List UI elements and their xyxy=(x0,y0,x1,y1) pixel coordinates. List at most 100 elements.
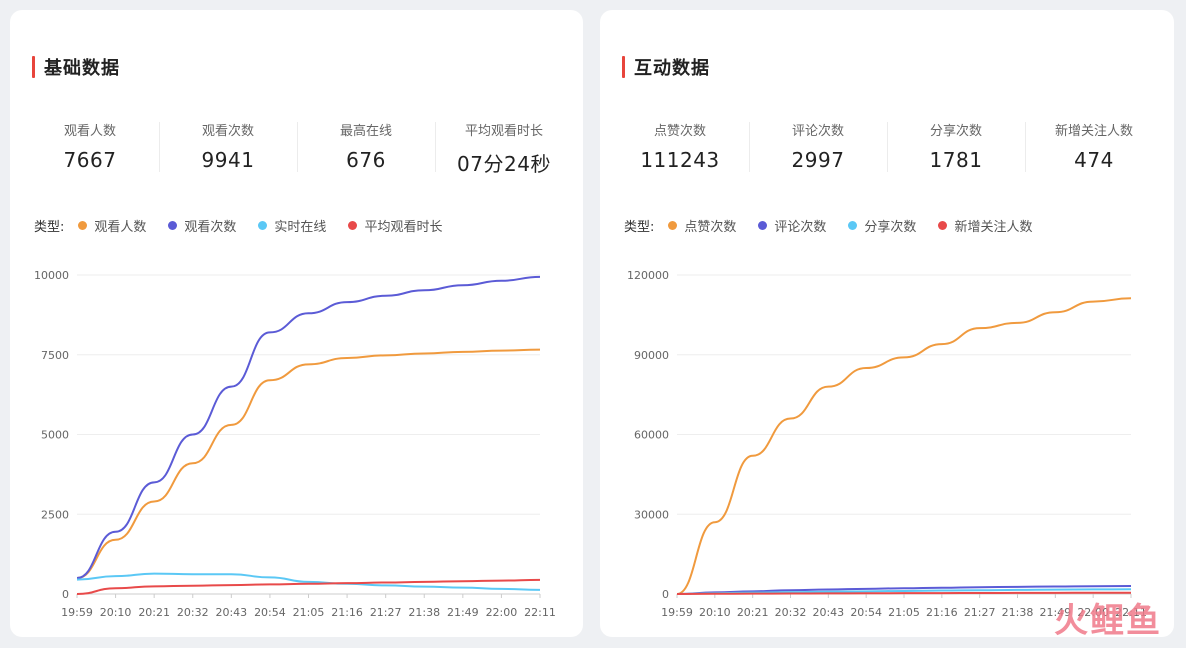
legend-dot xyxy=(168,221,178,230)
y-tick-label: 7500 xyxy=(41,349,69,362)
x-tick-label: 20:32 xyxy=(775,606,807,619)
stats-row: 观看人数 7667 观看次数 9941 最高在线 676 平均观看时长 07分2… xyxy=(21,116,573,186)
stat-value: 676 xyxy=(346,148,386,172)
legend-dot xyxy=(348,221,358,230)
legend-item-likes[interactable]: 点赞次数 xyxy=(668,216,736,235)
x-tick-label: 20:43 xyxy=(215,606,247,619)
stats-row: 点赞次数 111243 评论次数 2997 分享次数 1781 新增关注人数 4… xyxy=(611,116,1163,186)
panel-title: 互动数据 xyxy=(622,56,710,79)
legend-item-viewers[interactable]: 观看人数 xyxy=(78,216,146,235)
y-tick-label: 10000 xyxy=(34,269,69,282)
legend-label: 点赞次数 xyxy=(684,220,737,235)
x-tick-label: 22:00 xyxy=(486,606,518,619)
stat-value: 1781 xyxy=(929,148,983,172)
x-tick-label: 20:54 xyxy=(254,606,286,619)
stat-value: 07分24秒 xyxy=(457,152,551,176)
legend-dot xyxy=(78,221,88,230)
legend-label: 观看次数 xyxy=(184,220,237,235)
x-tick-label: 20:10 xyxy=(699,606,731,619)
x-tick-label: 21:05 xyxy=(293,606,325,619)
chart-legend: 类型: 观看人数 观看次数 实时在线 平均观看时长 xyxy=(34,216,464,235)
legend-item-comments[interactable]: 评论次数 xyxy=(758,216,826,235)
stat-label: 评论次数 xyxy=(791,124,844,139)
y-tick-label: 90000 xyxy=(634,349,669,362)
legend-label: 观看人数 xyxy=(94,220,147,235)
x-tick-label: 21:38 xyxy=(1002,606,1034,619)
legend-dot xyxy=(938,221,948,230)
y-tick-label: 2500 xyxy=(41,508,69,521)
stat-label: 观看人数 xyxy=(63,124,116,139)
x-tick-label: 19:59 xyxy=(61,606,93,619)
legend-dot xyxy=(668,221,678,230)
basic-data-line-chart: 0 2500 5000 7500 10000 19:59 20:10 20:21 20:32 20… xyxy=(34,269,556,619)
y-tick-label: 0 xyxy=(662,588,669,601)
legend-prefix: 类型: xyxy=(624,220,655,235)
stat-likes: 点赞次数 111243 xyxy=(611,116,749,186)
legend-item-shares[interactable]: 分享次数 xyxy=(848,216,916,235)
y-tick-label: 60000 xyxy=(634,429,669,442)
chart-legend: 类型: 点赞次数 评论次数 分享次数 新增关注人数 xyxy=(624,216,1054,235)
x-tick-label: 20:21 xyxy=(737,606,769,619)
x-tick-label: 21:49 xyxy=(447,606,479,619)
x-tick-label: 22:00 xyxy=(1077,606,1109,619)
x-tick-label: 21:27 xyxy=(370,606,402,619)
stat-label: 分享次数 xyxy=(929,124,982,139)
x-tick-label: 21:16 xyxy=(926,606,958,619)
basic-data-panel: 基础数据 观看人数 7667 观看次数 9941 最高在线 676 平均观看时长… xyxy=(10,10,583,637)
series-line-实时在线[interactable] xyxy=(76,572,541,591)
legend-item-online[interactable]: 实时在线 xyxy=(258,216,326,235)
legend-label: 平均观看时长 xyxy=(364,220,443,235)
stat-value: 2997 xyxy=(791,148,845,172)
title-accent-bar xyxy=(32,56,35,78)
title-accent-bar xyxy=(622,56,625,78)
x-tick-label: 20:54 xyxy=(850,606,882,619)
legend-dot xyxy=(848,221,858,230)
x-tick-label: 20:32 xyxy=(177,606,209,619)
legend-label: 实时在线 xyxy=(274,220,327,235)
y-tick-label: 0 xyxy=(62,588,69,601)
stat-shares: 分享次数 1781 xyxy=(887,116,1025,186)
stat-comments: 评论次数 2997 xyxy=(749,116,887,186)
series-line-观看次数[interactable] xyxy=(76,275,541,580)
series-line-评论次数[interactable] xyxy=(676,585,1132,595)
y-tick-label: 30000 xyxy=(634,508,669,521)
legend-item-new-followers[interactable]: 新增关注人数 xyxy=(938,216,1032,235)
y-tick-label: 5000 xyxy=(41,429,69,442)
x-tick-label: 21:38 xyxy=(408,606,440,619)
x-tick-label: 21:16 xyxy=(331,606,363,619)
panel-title-text: 基础数据 xyxy=(44,58,120,79)
x-tick-label: 21:27 xyxy=(964,606,996,619)
x-tick-label: 20:10 xyxy=(100,606,132,619)
panel-title-text: 互动数据 xyxy=(634,58,710,79)
x-tick-label: 21:05 xyxy=(888,606,920,619)
x-tick-label: 20:21 xyxy=(138,606,170,619)
legend-label: 评论次数 xyxy=(774,220,827,235)
stat-views: 观看次数 9941 xyxy=(159,116,297,186)
interaction-data-panel: 互动数据 点赞次数 111243 评论次数 2997 分享次数 1781 新增关… xyxy=(600,10,1174,637)
legend-item-avg-duration[interactable]: 平均观看时长 xyxy=(348,216,442,235)
y-tick-label: 120000 xyxy=(627,269,669,282)
series-line-新增关注人数[interactable] xyxy=(676,591,1132,595)
stat-value: 111243 xyxy=(640,148,720,172)
series-line-观看人数[interactable] xyxy=(76,348,541,580)
stat-value: 7667 xyxy=(63,148,117,172)
legend-item-views[interactable]: 观看次数 xyxy=(168,216,236,235)
stat-peak-online: 最高在线 676 xyxy=(297,116,435,186)
stat-value: 474 xyxy=(1074,148,1114,172)
series-line-点赞次数[interactable] xyxy=(676,297,1132,595)
stat-label: 点赞次数 xyxy=(653,124,706,139)
interaction-data-line-chart: 0 30000 60000 90000 120000 19:59 20:10 20:21 20:… xyxy=(627,269,1147,619)
panel-title: 基础数据 xyxy=(32,56,120,79)
stat-label: 新增关注人数 xyxy=(1054,124,1133,139)
stat-label: 观看次数 xyxy=(201,124,254,139)
stat-value: 9941 xyxy=(201,148,255,172)
stat-avg-duration: 平均观看时长 07分24秒 xyxy=(435,116,573,186)
stat-label: 平均观看时长 xyxy=(464,124,543,139)
x-tick-label: 19:59 xyxy=(661,606,693,619)
legend-label: 分享次数 xyxy=(864,220,917,235)
stat-label: 最高在线 xyxy=(339,124,392,139)
series-line-平均观看时长[interactable] xyxy=(76,578,541,595)
legend-label: 新增关注人数 xyxy=(954,220,1033,235)
legend-dot xyxy=(758,221,768,230)
x-tick-label: 21:49 xyxy=(1039,606,1071,619)
